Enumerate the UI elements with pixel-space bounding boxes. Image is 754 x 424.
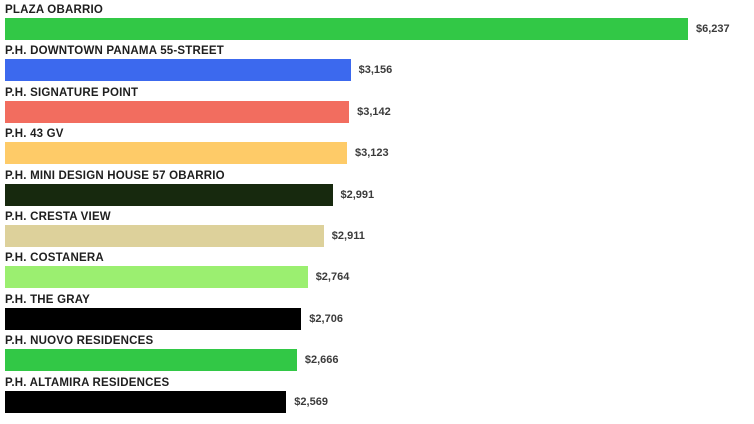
bar [5,307,302,330]
bar-category-label: P.H. ALTAMIRA RESIDENCES [5,376,170,389]
bar-category-label: P.H. THE GRAY [5,293,91,306]
bar-value-label: $2,706 [309,312,343,325]
chart-row: P.H. COSTANERA $2,764 [5,251,754,292]
bar-line: $2,991 [5,183,754,206]
bar [5,59,351,82]
bar-value-label: $2,911 [331,229,365,242]
bar [5,266,308,289]
bar-category-label: PLAZA OBARRIO [5,4,104,16]
bar [5,18,688,40]
bar-category-label: P.H. CRESTA VIEW [5,210,111,223]
bar-line: $2,764 [5,266,754,289]
chart-row: P.H. MINI DESIGN HOUSE 57 OBARRIO $2,991 [5,169,754,210]
bar-value-label: $3,123 [355,147,389,160]
chart-row: P.H. NUOVO RESIDENCES $2,666 [5,334,754,375]
chart-row: PLAZA OBARRIO $6,237 [5,3,754,44]
bar-value-label: $3,142 [357,105,391,118]
bar [5,390,287,413]
bar-value-label: $3,156 [358,64,393,77]
bar [5,100,350,123]
bar-category-label: P.H. 43 GV [5,128,64,141]
bar-line: $3,156 [5,59,754,82]
chart-row: P.H. SIGNATURE POINT $3,142 [5,86,754,127]
bar [5,183,333,206]
bar-value-label: $2,991 [340,188,375,201]
bar-category-label: P.H. SIGNATURE POINT [5,86,139,99]
bar-line: $6,237 [5,18,754,40]
bar-category-label: P.H. COSTANERA [5,252,104,265]
bar-line: $3,123 [5,142,754,165]
chart-row: P.H. ALTAMIRA RESIDENCES $2,569 [5,376,754,417]
bar-category-label: P.H. NUOVO RESIDENCES [5,335,154,348]
bar-line: $2,911 [5,224,754,247]
bar-line: $2,666 [5,349,754,372]
bar [5,142,347,165]
bar [5,224,324,247]
bar [5,349,297,372]
bar-line: $2,706 [5,307,754,330]
bar-line: $3,142 [5,100,754,123]
bar-value-label: $2,764 [315,271,350,284]
bar-category-label: P.H. DOWNTOWN PANAMA 55-STREET [5,45,224,58]
bar-value-label: $2,666 [304,354,339,367]
bar-value-label: $6,237 [696,23,730,35]
chart-row: P.H. THE GRAY $2,706 [5,293,754,334]
chart-row: P.H. CRESTA VIEW $2,911 [5,210,754,251]
bar-category-label: P.H. MINI DESIGN HOUSE 57 OBARRIO [5,169,225,182]
chart-row: P.H. DOWNTOWN PANAMA 55-STREET $3,156 [5,44,754,85]
chart-row: P.H. 43 GV $3,123 [5,127,754,168]
bar-value-label: $2,569 [294,395,328,408]
bar-line: $2,569 [5,390,754,413]
